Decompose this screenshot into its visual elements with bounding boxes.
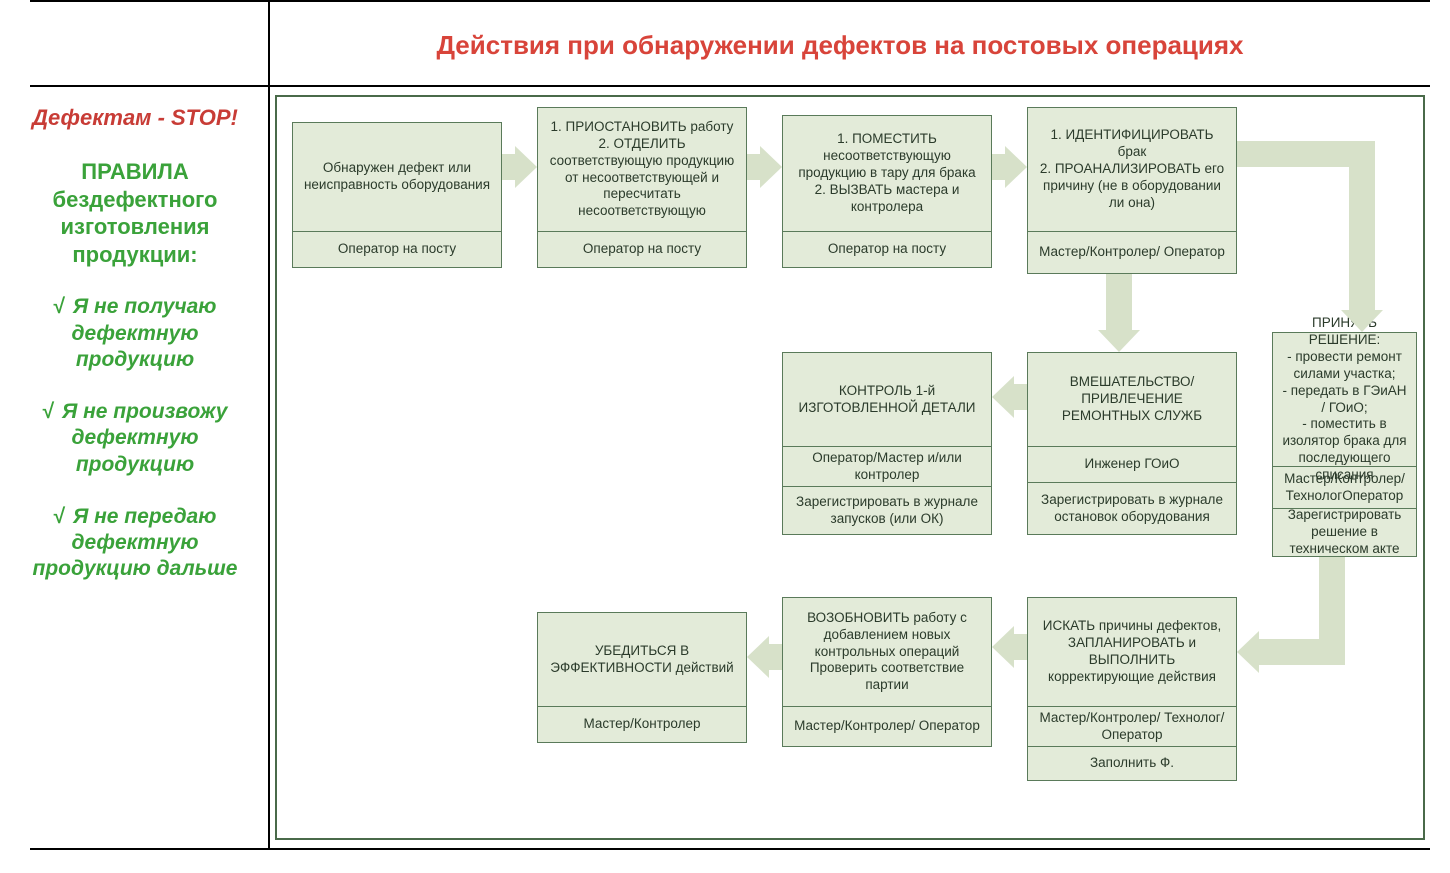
flow-node-n1-seg-0: Обнаружен дефект или неисправность обору… bbox=[292, 122, 502, 232]
flow-node-n5: ПРИНЯТЬ РЕШЕНИЕ: - провести ремонт силам… bbox=[1272, 332, 1417, 557]
rules-heading: ПРАВИЛА бездефектного изготовления проду… bbox=[18, 158, 252, 268]
arrow-band bbox=[1259, 639, 1345, 665]
flow-node-n6-seg-1: Инженер ГОиО bbox=[1027, 447, 1237, 483]
flow-node-n9-seg-1: Мастер/Контролер/ Оператор bbox=[782, 707, 992, 747]
arrow-band bbox=[1349, 141, 1375, 310]
flow-node-n8-seg-2: Заполнить Ф. bbox=[1027, 747, 1237, 781]
arrow-band bbox=[1014, 634, 1027, 660]
arrow-band bbox=[769, 644, 782, 670]
flow-node-n4-seg-1: Мастер/Контролер/ Оператор bbox=[1027, 232, 1237, 274]
flow-node-n5-seg-2: Зарегистрировать решение в техническом а… bbox=[1272, 509, 1417, 557]
flow-node-n10-seg-1: Мастер/Контролер bbox=[537, 707, 747, 743]
flow-node-n9: ВОЗОБНОВИТЬ работу с добавлением новых к… bbox=[782, 597, 992, 747]
flow-node-n6-seg-0: ВМЕШАТЕЛЬСТВО/ ПРИВЛЕЧЕНИЕ РЕМОНТНЫХ СЛУ… bbox=[1027, 352, 1237, 447]
flow-node-n8-seg-0: ИСКАТЬ причины дефектов, ЗАПЛАНИРОВАТЬ и… bbox=[1027, 597, 1237, 707]
arrow-left-icon bbox=[992, 626, 1014, 668]
flow-node-n3: 1. ПОМЕСТИТЬ несоответствующую продукцию… bbox=[782, 115, 992, 268]
flow-node-n8: ИСКАТЬ причины дефектов, ЗАПЛАНИРОВАТЬ и… bbox=[1027, 597, 1237, 781]
flow-node-n7: КОНТРОЛЬ 1-й ИЗГОТОВЛЕННОЙ ДЕТАЛИОперато… bbox=[782, 352, 992, 535]
arrow-left-icon bbox=[992, 376, 1014, 418]
page: { "title": "Действия при обнаружении деф… bbox=[0, 0, 1450, 873]
rule-1: √ Я не получаю дефектную продукцию bbox=[18, 294, 252, 373]
arrow-left-icon bbox=[747, 636, 769, 678]
page-title: Действия при обнаружении дефектов на пос… bbox=[270, 30, 1410, 61]
arrow-band bbox=[1014, 384, 1027, 410]
flow-node-n4: 1. ИДЕНТИФИЦИРОВАТЬ брак 2. ПРОАНАЛИЗИРО… bbox=[1027, 107, 1237, 274]
flow-node-n9-seg-0: ВОЗОБНОВИТЬ работу с добавлением новых к… bbox=[782, 597, 992, 707]
arrow-band bbox=[1106, 274, 1132, 330]
flow-node-n3-seg-1: Оператор на посту bbox=[782, 232, 992, 268]
rule-3: √ Я не передаю дефектную продукцию дальш… bbox=[18, 504, 252, 583]
flow-node-n6: ВМЕШАТЕЛЬСТВО/ ПРИВЛЕЧЕНИЕ РЕМОНТНЫХ СЛУ… bbox=[1027, 352, 1237, 535]
stop-slogan: Дефектам - STOP! bbox=[18, 105, 252, 130]
frame-bot bbox=[30, 848, 1430, 850]
flow-node-n4-seg-0: 1. ИДЕНТИФИЦИРОВАТЬ брак 2. ПРОАНАЛИЗИРО… bbox=[1027, 107, 1237, 232]
flow-node-n6-seg-2: Зарегистрировать в журнале остановок обо… bbox=[1027, 483, 1237, 535]
flow-node-n1: Обнаружен дефект или неисправность обору… bbox=[292, 122, 502, 268]
flow-node-n10-seg-0: УБЕДИТЬСЯ В ЭФФЕКТИВНОСТИ действий bbox=[537, 612, 747, 707]
arrow-left-icon bbox=[1237, 631, 1259, 673]
flow-node-n5-seg-1: Мастер/Контролер/ ТехнологОператор bbox=[1272, 467, 1417, 509]
arrow-band bbox=[502, 154, 515, 180]
flow-node-n7-seg-2: Зарегистрировать в журнале запусков (или… bbox=[782, 487, 992, 535]
flow-node-n7-seg-0: КОНТРОЛЬ 1-й ИЗГОТОВЛЕННОЙ ДЕТАЛИ bbox=[782, 352, 992, 447]
frame-top bbox=[30, 0, 1430, 2]
rule-2: √ Я не произвожу дефектную продукцию bbox=[18, 399, 252, 478]
arrow-band bbox=[747, 154, 760, 180]
sidebar: Дефектам - STOP! ПРАВИЛА бездефектного и… bbox=[0, 95, 270, 619]
arrow-band bbox=[992, 154, 1005, 180]
arrow-down-icon bbox=[1098, 330, 1140, 352]
flow-node-n5-seg-0: ПРИНЯТЬ РЕШЕНИЕ: - провести ремонт силам… bbox=[1272, 332, 1417, 467]
flow-node-n2: 1. ПРИОСТАНОВИТЬ работу 2. ОТДЕЛИТЬ соот… bbox=[537, 107, 747, 268]
flowchart-area: Обнаружен дефект или неисправность обору… bbox=[275, 95, 1425, 840]
flow-node-n10: УБЕДИТЬСЯ В ЭФФЕКТИВНОСТИ действийМастер… bbox=[537, 612, 747, 743]
flow-node-n7-seg-1: Оператор/Мастер и/или контролер bbox=[782, 447, 992, 487]
arrow-right-icon bbox=[515, 146, 537, 188]
flow-node-n8-seg-1: Мастер/Контролер/ Технолог/Оператор bbox=[1027, 707, 1237, 747]
arrow-right-icon bbox=[1005, 146, 1027, 188]
arrow-band bbox=[1237, 141, 1362, 167]
flow-node-n2-seg-0: 1. ПРИОСТАНОВИТЬ работу 2. ОТДЕЛИТЬ соот… bbox=[537, 107, 747, 232]
arrow-band bbox=[1319, 557, 1345, 652]
arrow-right-icon bbox=[760, 146, 782, 188]
flow-node-n2-seg-1: Оператор на посту bbox=[537, 232, 747, 268]
frame-mid bbox=[30, 85, 1430, 87]
arrow-down-icon bbox=[1341, 310, 1383, 332]
flow-node-n3-seg-0: 1. ПОМЕСТИТЬ несоответствующую продукцию… bbox=[782, 115, 992, 232]
flow-node-n1-seg-1: Оператор на посту bbox=[292, 232, 502, 268]
